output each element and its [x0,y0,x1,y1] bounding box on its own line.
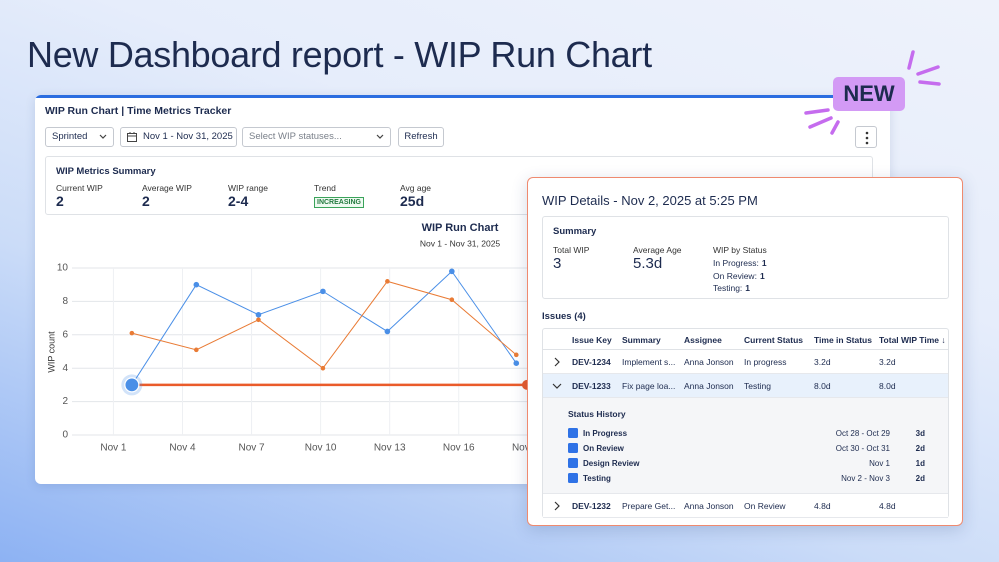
status-name: In Progress: [713,258,759,268]
stat-label: Total WIP [553,245,590,255]
trend-badge: INCREASING [314,197,364,208]
cell-time-in-status: 4.8d [814,501,831,511]
wip-details-dialog: WIP Details - Nov 2, 2025 at 5:25 PM Sum… [527,177,963,526]
calendar-icon [127,132,137,142]
issue-row[interactable] [543,494,948,518]
history-status: In Progress [583,429,628,438]
column-header: Issue Key [572,335,612,345]
cell-total-wip-time: 8.0d [879,381,896,391]
expand-toggle[interactable] [552,357,562,367]
cell-summary: Fix page loa... [622,381,676,391]
cell-key: DEV-1232 [572,501,611,511]
dialog-title: WIP Details - Nov 2, 2025 at 5:25 PM [542,193,758,208]
cell-assignee: Anna Jonson [684,357,734,367]
status-value: 1 [759,270,765,281]
metric-value: 2-4 [228,193,249,209]
history-dates: Oct 30 - Oct 31 [835,444,890,453]
stat-label: WIP by Status [713,245,767,255]
cell-status: Testing [744,381,771,391]
cell-time-in-status: 3.2d [814,357,831,367]
summary-title: WIP Metrics Summary [56,166,156,177]
status-count: In Progress: 1 [713,258,767,268]
status-value: 1 [745,283,751,293]
column-header: Total WIP Time ↓ [879,335,946,345]
panel-title: WIP Run Chart | Time Metrics Tracker [45,105,232,117]
stat-value: 3 [553,255,562,272]
history-status: Testing [583,474,611,483]
column-header: Summary [622,335,661,345]
column-header: Current Status [744,335,804,345]
history-duration: 1d [915,459,925,468]
history-duration: 2d [915,474,925,483]
history-status: On Review [583,444,624,453]
summary-title: Summary [553,226,597,237]
history-title: Status History [568,409,626,419]
stat-label: Average Age [633,245,682,255]
status-swatch [568,458,578,468]
metric-value: 2 [142,193,150,209]
cell-status: On Review [744,501,786,511]
history-status: Design Review [583,459,640,468]
status-name: Testing: [713,283,743,293]
cell-status: In progress [744,357,787,367]
cell-summary: Implement s... [622,357,676,367]
column-header: Assignee [684,335,722,345]
sprint-select[interactable]: Sprinted [45,127,114,147]
cell-total-wip-time: 3.2d [879,357,896,367]
expand-toggle[interactable] [552,381,562,391]
metric-label: Current WIP [56,183,103,193]
cell-assignee: Anna Jonson [684,381,734,391]
metric-value: 2 [56,193,64,209]
status-swatch [568,473,578,483]
chevron [99,134,107,139]
status-count: On Review: 1 [713,271,765,281]
cell-summary: Prepare Get... [622,501,676,511]
table-header [543,329,948,350]
status-swatch [568,428,578,438]
cell-time-in-status: 8.0d [814,381,831,391]
date-range: Nov 1 - Nov 31, 2025 [143,131,233,142]
date-range-picker[interactable]: Nov 1 - Nov 31, 2025 [120,127,237,147]
status-swatch [568,443,578,453]
metric-label: WIP range [228,183,269,193]
kebab-icon [865,131,869,145]
metric-label: Average WIP [142,183,192,193]
history-dates: Oct 28 - Oct 29 [835,429,890,438]
cell-key: DEV-1233 [572,381,611,391]
select-value: Sprinted [52,131,88,142]
select-placeholder: Select WIP statuses... [249,131,342,142]
cell-total-wip-time: 4.8d [879,501,896,511]
cell-key: DEV-1234 [572,357,611,367]
status-value: 1 [761,258,767,268]
issues-table: Issue Key Summary Assignee Current Status Ti… [542,328,949,518]
history-duration: 2d [915,444,925,453]
panel-accent [35,95,890,98]
column-header: Time in Status [814,335,872,345]
chevron [376,134,384,139]
metric-label: Avg age [400,183,432,193]
new-badge: NEW [833,77,905,111]
refresh-button[interactable]: Refresh [398,127,444,147]
history-dates: Nov 1 [869,459,890,468]
history-dates: Nov 2 - Nov 3 [841,474,890,483]
headline: New Dashboard report - WIP Run Chart [27,34,652,75]
metric-label: Trend [314,183,336,193]
status-history [543,398,948,494]
status-select[interactable]: Select WIP statuses... [242,127,391,147]
metric-value: 25d [400,193,425,209]
issue-row[interactable] [543,350,948,374]
issues-title: Issues (4) [542,311,586,322]
history-duration: 3d [915,429,925,438]
issue-row[interactable] [543,374,948,398]
cell-assignee: Anna Jonson [684,501,734,511]
more-menu[interactable] [855,126,877,148]
status-count: Testing: 1 [713,283,750,293]
status-name: On Review: [713,270,757,281]
expand-toggle[interactable] [552,501,562,511]
